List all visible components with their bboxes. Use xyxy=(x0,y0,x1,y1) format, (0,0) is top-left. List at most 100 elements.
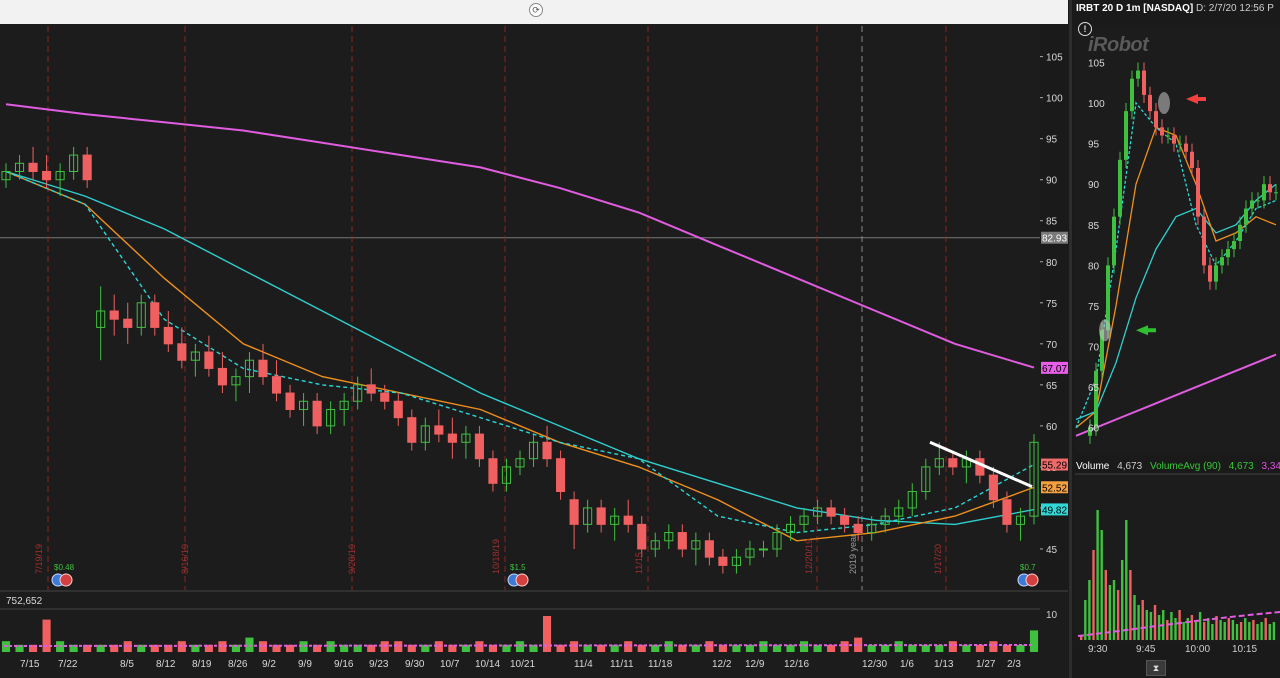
volume-bar xyxy=(299,641,308,652)
volume-bar xyxy=(313,644,322,652)
candle-body xyxy=(285,392,295,410)
volume-bar xyxy=(96,644,105,652)
volume-bar xyxy=(827,644,836,652)
vertical-date-label: 2019 year xyxy=(848,534,858,574)
candle-body xyxy=(1094,370,1098,428)
x-tick-label: 12/9 xyxy=(745,659,765,670)
volume-bar xyxy=(123,641,132,652)
volume-bar xyxy=(732,644,741,652)
candle-body xyxy=(1268,184,1272,193)
volume-bar xyxy=(840,641,849,652)
candle-body xyxy=(1112,216,1116,266)
volume-bar xyxy=(570,641,579,652)
candle-body xyxy=(637,523,647,550)
candle-body xyxy=(1244,208,1248,225)
x-tick-label: 7/22 xyxy=(58,659,78,670)
rotate-handle-icon[interactable]: ⟳ xyxy=(529,3,543,17)
alert-icon[interactable]: ! xyxy=(1078,22,1092,36)
volume-bar xyxy=(28,644,38,652)
volume-bar xyxy=(1178,610,1181,640)
vertical-date-label: 1/17/20 xyxy=(933,544,943,574)
candle-body xyxy=(190,351,200,361)
main-chart[interactable]: 10 4550556065707580859095100105 7/157/22… xyxy=(0,24,1068,678)
candle-body xyxy=(501,466,512,484)
candle-body xyxy=(907,491,917,509)
vertical-date-label: 11/15 xyxy=(634,552,644,574)
x-tick-label: 9/2 xyxy=(262,659,276,670)
candle-body xyxy=(1274,192,1278,194)
y-tick-label: 85 xyxy=(1046,217,1058,228)
candle-body xyxy=(826,507,836,517)
candle-body xyxy=(785,523,796,534)
symbol-label: IRBT 20 D 1m [NASDAQ] xyxy=(1076,3,1194,14)
intraday-panel: 60 65 70 75 80 85 90 95 100 105 IRBT 20 D 1m [NAS… xyxy=(1069,0,1280,678)
price-tag xyxy=(1041,458,1068,471)
candle-body xyxy=(894,507,904,517)
time-label: 10:00 xyxy=(1185,644,1211,655)
volume-bar xyxy=(1231,620,1235,640)
volume-bar xyxy=(1203,622,1206,640)
y-tick-label: 75 xyxy=(1088,302,1100,313)
volume-bar xyxy=(1244,618,1247,640)
volume-bar xyxy=(1252,620,1255,640)
volume-bar xyxy=(1260,622,1263,640)
volume-bar xyxy=(1125,520,1128,640)
x-tick-label: 8/12 xyxy=(156,659,176,670)
candle-body xyxy=(691,540,701,550)
y-tick-label: 75 xyxy=(1046,299,1058,310)
candle-body xyxy=(163,326,173,345)
intraday-chart[interactable]: 60 65 70 75 80 85 90 95 100 105 xyxy=(1072,0,1280,678)
price-tag xyxy=(1041,481,1068,494)
candle-body xyxy=(28,162,38,172)
candle-body xyxy=(461,433,471,443)
volume-bar xyxy=(1256,624,1259,640)
y-tick-label: 90 xyxy=(1046,176,1058,187)
y-tick-label: 45 xyxy=(1046,545,1058,556)
candle-body xyxy=(1,171,11,181)
volume-bar xyxy=(583,644,592,652)
candle-body xyxy=(447,433,457,443)
volume-bar xyxy=(610,644,619,652)
volume-bar xyxy=(867,644,876,652)
x-tick-label: 1/13 xyxy=(934,659,954,670)
candle-body xyxy=(1208,265,1212,282)
candle-body xyxy=(488,458,498,484)
candle-body xyxy=(177,343,187,361)
volume-bar xyxy=(461,644,470,652)
y-tick-label: 95 xyxy=(1046,135,1058,146)
volume-bar xyxy=(1264,618,1267,640)
y-tick-label: 100 xyxy=(1088,99,1105,110)
volume-bar xyxy=(475,641,484,652)
candle-body xyxy=(610,515,620,525)
candle-body xyxy=(393,400,403,419)
price-tag-label: 52.52 xyxy=(1042,483,1067,494)
x-tick-label: 8/5 xyxy=(120,659,134,670)
trend-line xyxy=(929,440,1033,488)
candle-body xyxy=(1088,427,1092,436)
volume-bar xyxy=(1002,644,1012,652)
volume-bar xyxy=(962,644,971,652)
volume-bar xyxy=(502,644,511,652)
volume-bar xyxy=(421,644,430,652)
y-tick-label: 80 xyxy=(1046,258,1058,269)
volume-bar xyxy=(1239,622,1243,640)
candle-body xyxy=(1250,200,1254,209)
volume-bar xyxy=(1096,510,1099,640)
x-tick-label: 9/23 xyxy=(369,659,389,670)
volume-bar xyxy=(1235,624,1239,640)
candle-body xyxy=(745,548,755,558)
volume-bar xyxy=(1174,618,1177,640)
candle-body xyxy=(339,400,349,410)
candle-body xyxy=(1232,241,1236,250)
volume-bar xyxy=(1121,560,1124,640)
volume-bar xyxy=(448,644,457,652)
candle-body xyxy=(42,171,52,181)
zoom-handle-icon[interactable]: ⧗ xyxy=(1146,660,1166,676)
x-tick-label: 11/11 xyxy=(610,659,634,670)
candle-body xyxy=(136,302,146,328)
volume-bar xyxy=(1215,616,1218,640)
candle-body xyxy=(867,523,877,534)
volume-average-line xyxy=(1077,611,1280,637)
candle-body xyxy=(366,384,376,394)
volume-bar xyxy=(218,641,227,652)
